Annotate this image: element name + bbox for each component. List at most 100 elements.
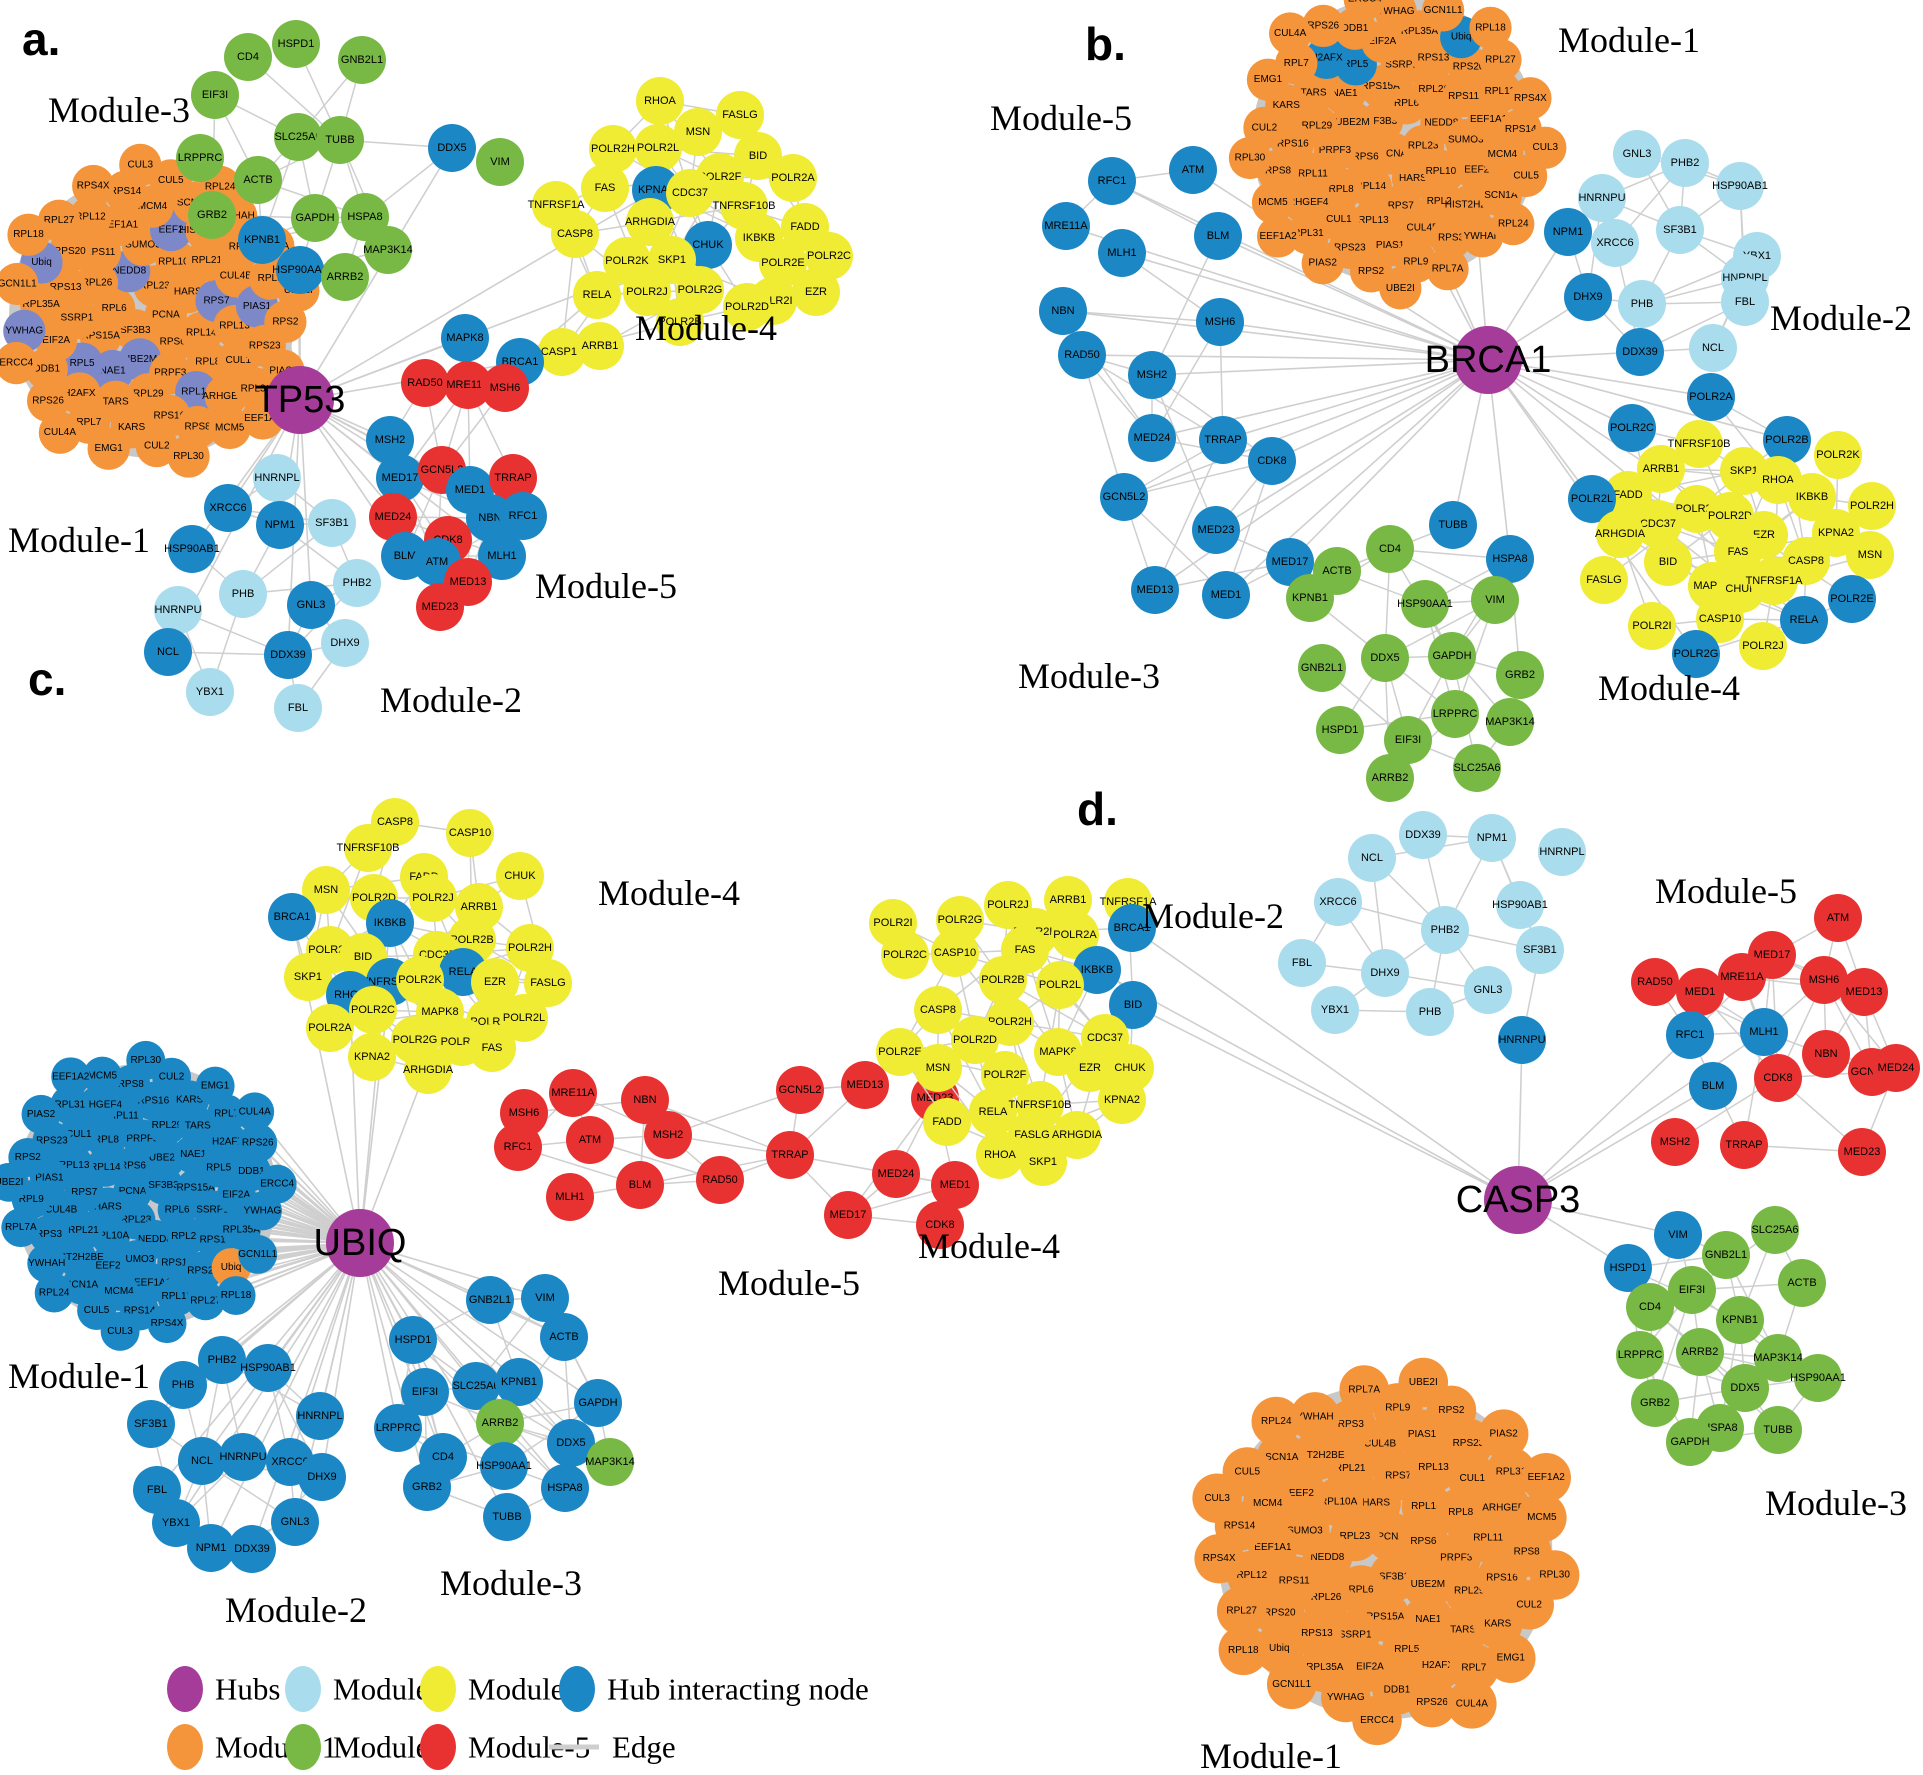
node-POLR2H [1848, 482, 1896, 530]
node-label-CDK8: CDK8 [925, 1219, 954, 1231]
node-POLR2E [876, 1028, 924, 1076]
node-TUBB [316, 116, 364, 164]
node-RPL7A [1, 1208, 41, 1248]
module-label-a-module-2: Module-2 [380, 680, 522, 720]
node-label-GNL3: GNL3 [1474, 984, 1503, 996]
node-KPNA2 [1098, 1076, 1146, 1124]
node-label-PIAS1: PIAS1 [1376, 240, 1405, 251]
node-HNRNPU [1578, 174, 1626, 222]
node-RAD50 [401, 359, 449, 407]
node-label-SUMO3: SUMO3 [125, 239, 161, 250]
node-label-ARHGEF4: ARHGEF4 [202, 391, 250, 402]
node-label-TNFRSF10B: TNFRSF10B [713, 200, 776, 212]
node-label-SLC25A6: SLC25A6 [274, 131, 321, 143]
node-label-ACTB: ACTB [549, 1331, 578, 1343]
node-label-POLR2I: POLR2I [873, 917, 912, 929]
node-CDK8 [916, 1201, 964, 1249]
node-label-RPL35A: RPL35A [1306, 1662, 1344, 1673]
edge [1487, 359, 1788, 441]
node-label-PCNA: PCNA [152, 310, 180, 321]
node-label-ARHGDIA: ARHGDIA [403, 1064, 454, 1076]
node-label-MED23: MED23 [1844, 1146, 1881, 1158]
node-label-PHB2: PHB2 [343, 577, 372, 589]
node-EMG1 [87, 427, 130, 470]
node-label-HIST2H2BE: HIST2H2BE [1445, 199, 1500, 210]
node-CUL3 [119, 143, 162, 187]
node-LRPPRC [374, 1404, 422, 1452]
node-label-CDK8: CDK8 [1763, 1072, 1792, 1084]
node-label-RAD50: RAD50 [1064, 349, 1099, 361]
node-POLR2L [1036, 961, 1084, 1009]
node-POLR2E [1828, 575, 1876, 623]
node-label-CUL4A: CUL4A [44, 427, 77, 438]
node-FADD [1604, 471, 1652, 519]
edge [1151, 374, 1273, 462]
node-label-RPL30: RPL30 [173, 451, 204, 462]
node-IKBKB [1788, 473, 1836, 521]
node-RPS26 [1302, 4, 1345, 48]
node-label-EZR: EZR [484, 976, 506, 988]
node-label-FASLG: FASLG [1014, 1129, 1049, 1141]
node-label-HSP90AA1: HSP90AA1 [476, 1460, 532, 1472]
node-NPM1 [187, 1524, 235, 1572]
node-label-CD4: CD4 [1379, 543, 1401, 555]
legend: Hubs Module-2 Module-4 Hub interacting node… [167, 1666, 869, 1770]
node-label-RPS8: RPS8 [1514, 1547, 1541, 1558]
edge [1062, 310, 1489, 361]
node-label-CUL1: CUL1 [1326, 214, 1352, 225]
node-DDX5 [428, 124, 476, 172]
node-MED17 [376, 454, 424, 502]
node-label-RPS14: RPS14 [110, 186, 142, 197]
node-label-HSP90AA1: HSP90AA1 [1397, 598, 1453, 610]
node-label-RPL24: RPL24 [39, 1288, 70, 1299]
node-label-SKP1: SKP1 [1029, 1156, 1057, 1168]
node-POLR2D [723, 283, 771, 331]
node-label-GCN1L1: GCN1L1 [238, 1249, 277, 1260]
node-CD4 [1626, 1283, 1674, 1331]
node-label-POLR2H: POLR2H [591, 143, 635, 155]
panel-d: PCNA SF3B3 RPL23 RPS6 RPL6 HARS UBE2M NEDD8 RPL1… [869, 783, 1920, 1775]
node-label-SF3B3: SF3B3 [1367, 116, 1398, 127]
node-label-RPL31: RPL31 [55, 1099, 86, 1110]
node-label-BLM: BLM [1207, 230, 1230, 242]
node-label-FADD: FADD [1613, 489, 1642, 501]
node-MED23 [1838, 1128, 1886, 1176]
node-label-PRPF3: PRPF3 [126, 1133, 159, 1144]
node-PIAS2 [21, 1094, 61, 1134]
node-label-GRB2: GRB2 [1505, 669, 1535, 681]
node-label-RPS11: RPS11 [1279, 1575, 1310, 1586]
node-label-NCL: NCL [1361, 852, 1383, 864]
module-label-b-module-3: Module-3 [1018, 656, 1160, 696]
node-LRPPRC [1431, 690, 1479, 738]
hub-BRCA1 [1454, 326, 1522, 394]
node-label-RPS7: RPS7 [1385, 1470, 1412, 1481]
node-label-NBN: NBN [1051, 305, 1074, 317]
node-label-Ubiq: Ubiq [1269, 1643, 1290, 1654]
node-label-ATM: ATM [1827, 912, 1849, 924]
node-HNRNPL [296, 1392, 344, 1440]
node-label-ATM: ATM [579, 1134, 601, 1146]
node-label-HSPA8: HSPA8 [547, 1482, 582, 1494]
node-CHUK [496, 852, 544, 900]
node-XRCC6 [204, 484, 252, 532]
node-label-RPL9: RPL9 [19, 1194, 44, 1205]
node-label-SF3B3: SF3B3 [148, 1180, 179, 1191]
node-label-SKP1: SKP1 [1730, 465, 1758, 477]
node-label-POLR2J: POLR2J [1742, 640, 1784, 652]
node-label-MAP3K14: MAP3K14 [363, 244, 413, 256]
node-label-FBL: FBL [1292, 957, 1312, 969]
module-label-c-module-4: Module-4 [598, 873, 740, 913]
node-label-PHB2: PHB2 [1431, 924, 1460, 936]
node-GNL3 [287, 581, 335, 629]
node-SKP1 [1019, 1138, 1067, 1186]
node-HSP90AB1 [1716, 162, 1764, 210]
module-label-b-module-1: Module-1 [1558, 20, 1700, 60]
node-label-ATM: ATM [426, 556, 448, 568]
node-label-RPS4X: RPS4X [151, 1318, 184, 1329]
node-label-RPS16: RPS16 [137, 1096, 169, 1107]
node-label-IKBKB: IKBKB [374, 917, 406, 929]
node-MSN [914, 1044, 962, 1092]
node-POLR2C [1608, 404, 1656, 452]
node-label-RHOA: RHOA [1762, 474, 1794, 486]
